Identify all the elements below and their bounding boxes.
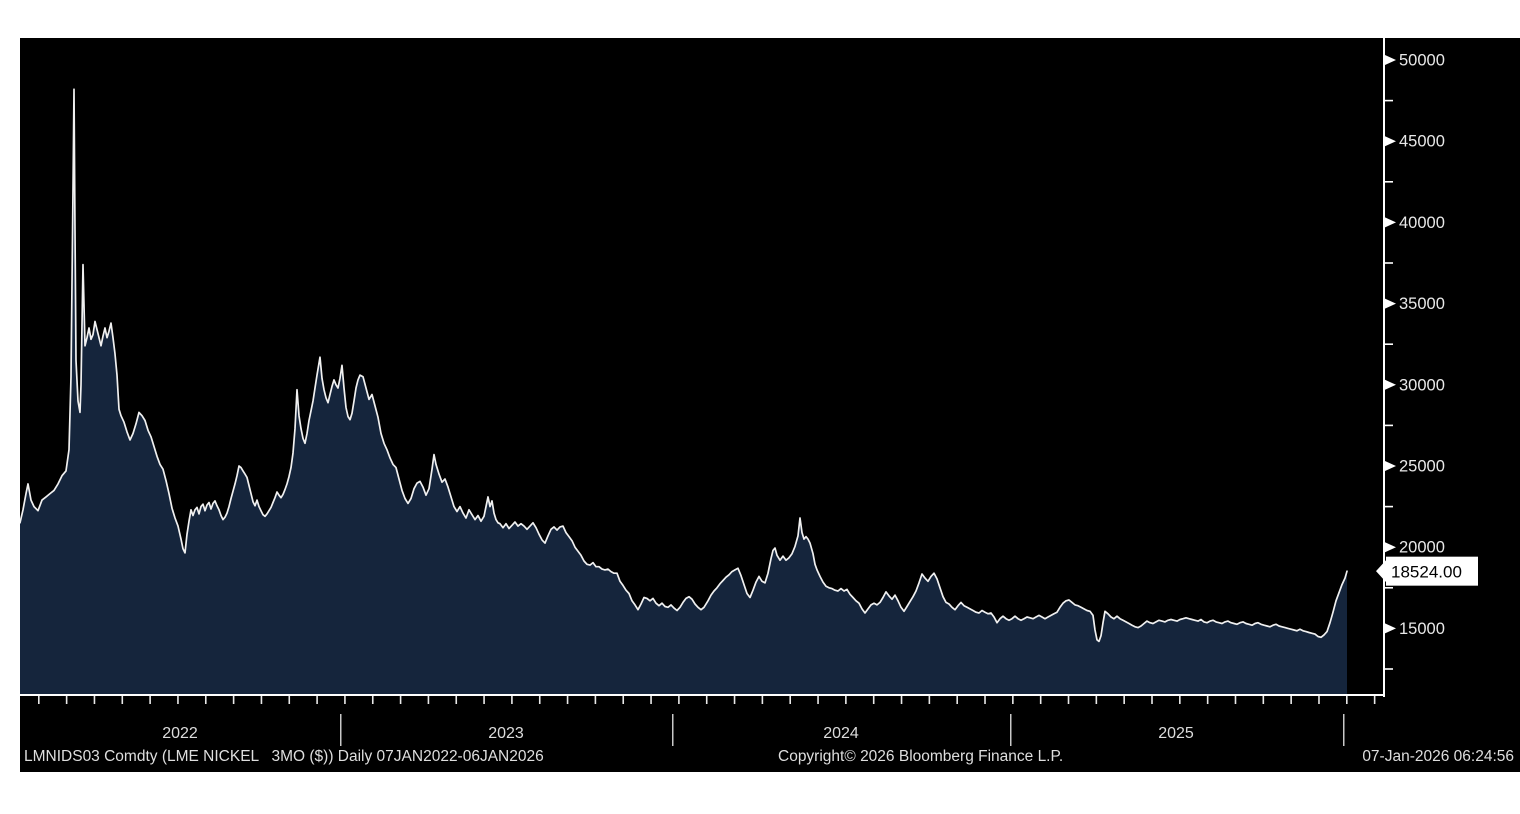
price-chart[interactable]: 50000 45000 40000 35000 30000 25000 20000 15000… <box>20 38 1520 772</box>
x-axis-month-tick <box>232 696 235 704</box>
y-axis-tick-label: 15000 <box>1399 620 1445 638</box>
x-axis-month-tick <box>1151 696 1153 704</box>
x-axis-month-tick <box>928 696 931 704</box>
year-label: 2022 <box>162 725 198 742</box>
y-axis-major-tick <box>1385 542 1396 553</box>
x-axis-month-tick <box>1039 696 1042 704</box>
x-axis-month-tick <box>511 696 513 704</box>
y-axis-minor-tick <box>1385 262 1393 264</box>
x-axis-month-tick <box>789 696 792 704</box>
x-axis-month-tick <box>1012 696 1014 704</box>
x-axis-month-tick <box>650 696 652 704</box>
year-divider <box>1010 714 1012 746</box>
x-axis-month-tick <box>1262 696 1265 704</box>
year-divider <box>340 714 342 746</box>
y-axis-tick-label: 25000 <box>1399 458 1445 476</box>
y-axis-line <box>1383 38 1385 697</box>
x-axis-month-tick <box>900 696 903 704</box>
year-divider <box>672 714 674 746</box>
x-axis-month-tick <box>204 696 207 704</box>
x-axis-month-tick <box>65 696 68 704</box>
y-axis-minor-tick <box>1385 343 1393 345</box>
x-axis-month-tick <box>38 696 40 704</box>
y-axis-minor-tick <box>1385 424 1393 427</box>
x-axis-month-tick <box>1373 696 1376 704</box>
x-axis-month-tick <box>344 696 346 704</box>
y-axis-minor-tick <box>1385 181 1393 183</box>
x-axis-month-tick <box>984 696 986 704</box>
x-axis-month-tick <box>316 696 318 704</box>
y-axis-major-tick <box>1385 298 1396 309</box>
timestamp: 07-Jan-2026 06:24:56 <box>1362 748 1514 765</box>
x-axis-month-tick <box>288 696 291 704</box>
x-axis-month-tick <box>1346 696 1348 704</box>
x-axis-month-tick <box>845 696 847 704</box>
year-divider <box>1343 714 1345 746</box>
x-axis-month-tick <box>1290 696 1292 704</box>
price-line <box>20 88 1348 643</box>
y-axis-major-tick <box>1385 379 1396 390</box>
x-axis-month-tick <box>956 696 958 704</box>
x-axis-month-tick <box>594 696 597 704</box>
x-axis-month-tick <box>1206 696 1209 704</box>
x-axis-month-tick <box>177 696 179 704</box>
y-axis-major-tick <box>1385 623 1396 634</box>
area-fill <box>20 89 1347 695</box>
y-axis-tick-label: 50000 <box>1399 52 1445 70</box>
x-axis-month-tick <box>1123 696 1125 704</box>
y-axis-major-tick <box>1385 217 1396 228</box>
y-axis-tick-label: 40000 <box>1399 214 1445 232</box>
x-axis-month-tick <box>817 696 819 704</box>
y-axis-major-tick <box>1385 136 1396 147</box>
year-label: 2024 <box>823 725 859 742</box>
year-label: 2025 <box>1158 725 1194 742</box>
y-axis-major-tick <box>1385 55 1396 65</box>
x-axis-month-tick <box>566 696 569 704</box>
last-price-label: 18524.00 <box>1391 563 1462 582</box>
x-axis-month-tick <box>1318 696 1320 704</box>
x-axis-month-tick <box>872 696 875 704</box>
x-axis-line <box>20 694 1385 696</box>
y-axis-major-tick <box>1385 461 1396 471</box>
y-axis-tick-label: 20000 <box>1399 539 1445 557</box>
last-price-flag-arrow <box>1376 559 1387 584</box>
x-axis-month-tick <box>455 696 458 704</box>
x-axis-month-tick <box>93 696 96 704</box>
status-bar: LMNIDS03 Comdty (LME NICKEL 3MO ($)) Dai… <box>20 747 1520 767</box>
x-axis-month-tick <box>149 696 151 704</box>
x-axis-month-tick <box>371 696 374 704</box>
y-axis-tick-label: 30000 <box>1399 376 1445 394</box>
x-axis-month-tick <box>260 696 263 704</box>
x-axis-month-tick <box>1234 696 1237 704</box>
y-axis-minor-tick <box>1385 505 1393 508</box>
x-axis-month-tick <box>483 696 485 704</box>
y-axis-tick-label: 45000 <box>1399 133 1445 151</box>
y-axis-minor-tick <box>1385 668 1393 670</box>
x-axis-month-tick <box>538 696 541 704</box>
last-price-flag <box>1386 556 1478 586</box>
y-axis-minor-tick <box>1385 587 1393 589</box>
x-axis-month-tick <box>705 696 708 704</box>
x-axis-month-tick <box>678 696 680 704</box>
terminal-panel: 50000 45000 40000 35000 30000 25000 20000 15000… <box>20 38 1520 772</box>
year-label: 2023 <box>488 725 524 742</box>
x-axis-month-tick <box>1067 696 1070 704</box>
x-axis-month-tick <box>1095 696 1098 704</box>
y-axis-minor-tick <box>1385 99 1393 102</box>
x-axis-month-tick <box>622 696 625 704</box>
x-axis-month-tick <box>399 696 402 704</box>
x-axis-month-tick <box>761 696 764 704</box>
x-axis-month-tick <box>1179 696 1181 704</box>
x-axis-month-tick <box>121 696 124 704</box>
x-axis-month-tick <box>733 696 736 704</box>
x-axis-month-tick <box>427 696 430 704</box>
copyright-notice: Copyright© 2026 Bloomberg Finance L.P. <box>778 748 1064 765</box>
y-axis-tick-label: 35000 <box>1399 295 1445 313</box>
security-description: LMNIDS03 Comdty (LME NICKEL 3MO ($)) Dai… <box>24 748 544 765</box>
